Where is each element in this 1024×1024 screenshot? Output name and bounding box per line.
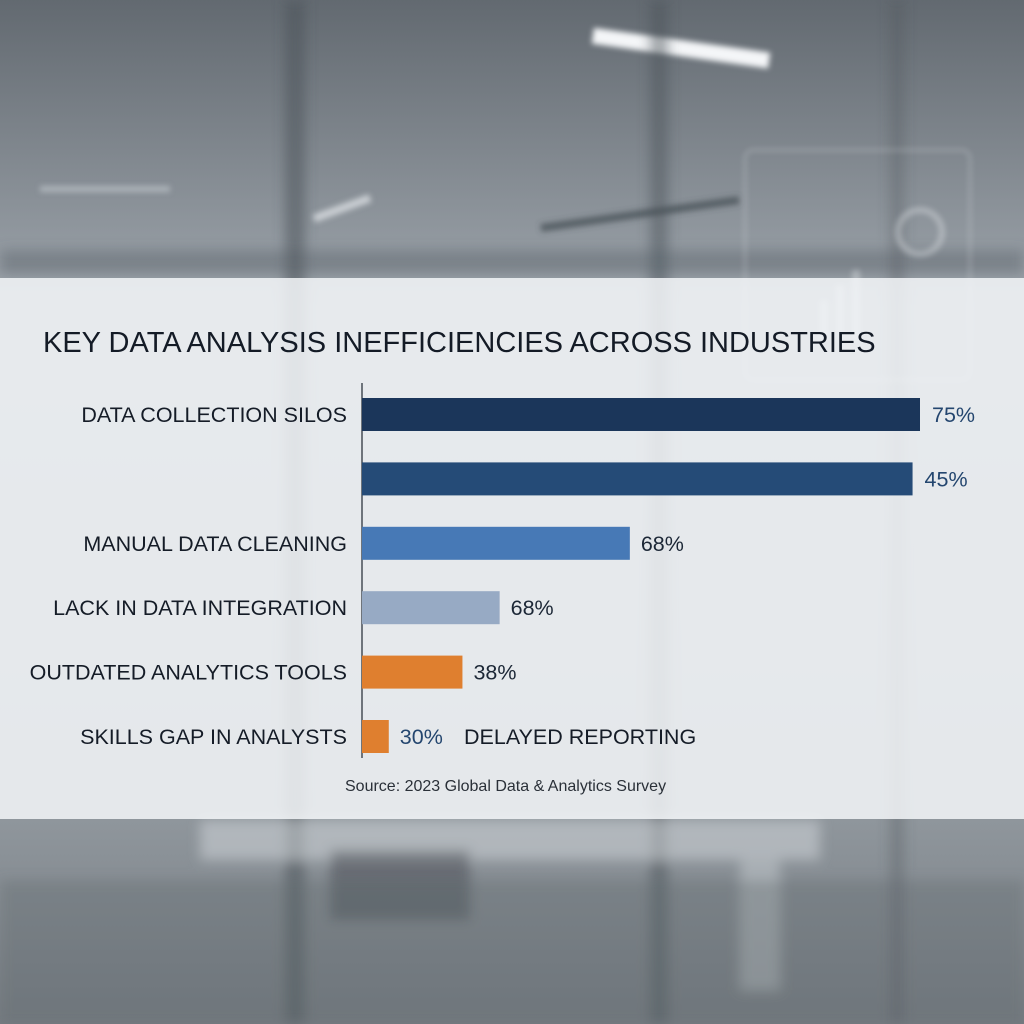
data-label: 68% (641, 532, 684, 556)
data-label: 68% (511, 596, 554, 620)
annotation-label: DELAYED REPORTING (464, 725, 696, 749)
source-note: Source: 2023 Global Data & Analytics Sur… (345, 778, 666, 795)
data-label: 45% (925, 467, 968, 491)
category-label: OUTDATED ANALYTICS TOOLS (30, 661, 347, 685)
category-label: MANUAL DATA CLEANING (83, 532, 347, 556)
data-label: 30% (400, 725, 443, 749)
category-label: DATA COLLECTION SILOS (81, 403, 347, 427)
category-label: SKILLS GAP IN ANALYSTS (80, 725, 347, 749)
chart-title: KEY DATA ANALYSIS INEFFICIENCIES ACROSS … (43, 327, 876, 359)
bar-4 (362, 591, 500, 625)
category-label: LACK IN DATA INTEGRATION (53, 596, 347, 620)
bar-1 (362, 398, 920, 431)
bar-3 (362, 526, 630, 560)
bar-2 (362, 462, 913, 496)
bar-5 (362, 655, 463, 689)
data-label: 75% (932, 403, 975, 427)
bar-6 (362, 720, 389, 753)
data-label: 38% (473, 661, 516, 685)
